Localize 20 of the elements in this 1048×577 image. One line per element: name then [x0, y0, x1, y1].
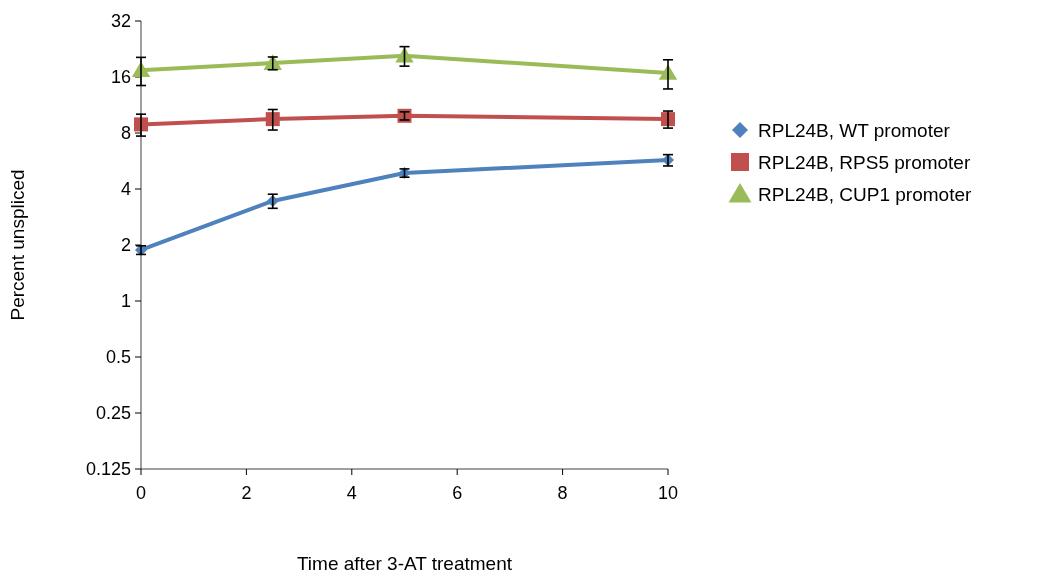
x-tick-label: 10 [657, 483, 679, 503]
y-tick-label: 4 [120, 179, 131, 200]
y-tick-label: 2 [120, 235, 131, 256]
legend-label: RPL24B, RPS5 promoter [758, 151, 971, 173]
y-tick-label: 16 [110, 67, 131, 88]
y-tick-label: 1 [120, 291, 131, 312]
y-tick-label: 8 [120, 123, 131, 144]
x-tick-label: 4 [346, 483, 357, 503]
x-tick-label: 6 [452, 483, 463, 503]
x-axis-title: Time after 3-AT treatment [296, 553, 513, 574]
y-tick-label: 0.125 [85, 459, 131, 480]
x-tick-label: 2 [241, 483, 252, 503]
y-tick-label: 32 [110, 11, 131, 32]
legend-label: RPL24B, CUP1 promoter [758, 183, 972, 205]
y-tick-label: 0.5 [105, 347, 131, 368]
x-tick-label: 8 [557, 483, 568, 503]
y-axis-title: Percent unspliced [7, 169, 28, 321]
x-tick-label: 0 [135, 483, 147, 503]
y-tick-label: 0.25 [95, 403, 131, 424]
legend-label: RPL24B, WT promoter [758, 119, 951, 141]
